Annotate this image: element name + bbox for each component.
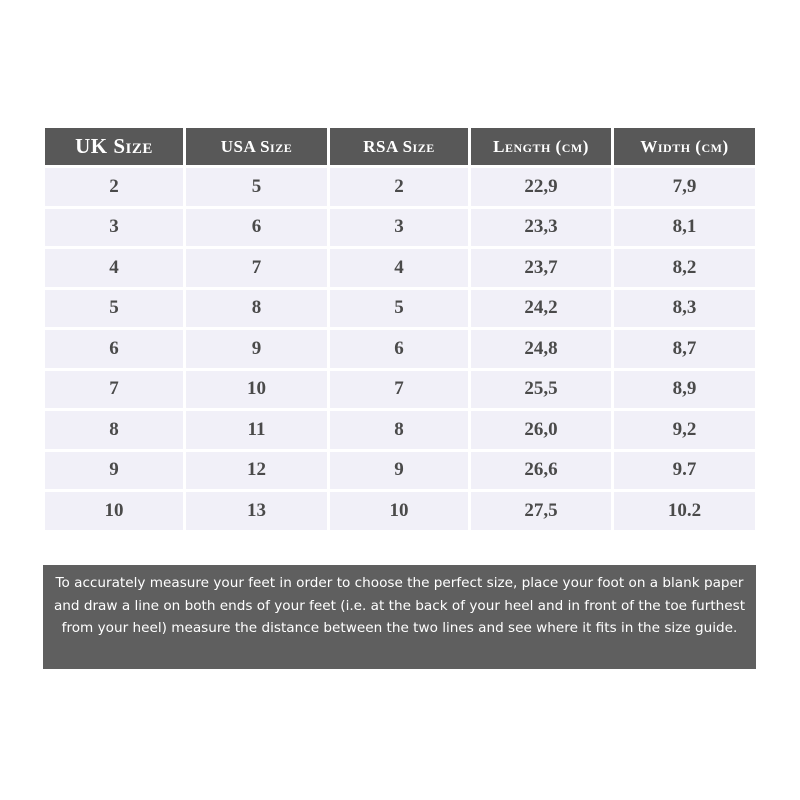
column-header: UK Size xyxy=(45,128,183,165)
table-cell: 2 xyxy=(45,168,183,206)
table-cell: 5 xyxy=(186,168,327,206)
table-cell: 8,9 xyxy=(614,370,755,408)
table-cell: 8,7 xyxy=(614,330,755,368)
table-cell: 7 xyxy=(45,370,183,408)
table-cell: 8,3 xyxy=(614,289,755,327)
table-cell: 9 xyxy=(186,330,327,368)
table-cell: 25,5 xyxy=(471,370,611,408)
table-cell: 10 xyxy=(186,370,327,408)
table-cell: 7 xyxy=(186,249,327,287)
table-cell: 10 xyxy=(330,492,468,530)
table-cell: 6 xyxy=(45,330,183,368)
size-chart-table: UK Size USA Size RSA Size Length (cm) Width … xyxy=(45,128,755,530)
table-cell: 8,1 xyxy=(614,208,755,246)
table-cell: 27,5 xyxy=(471,492,611,530)
table-cell: 9,2 xyxy=(614,411,755,449)
table-cell: 9.7 xyxy=(614,451,755,489)
measuring-instructions: To accurately measure your feet in order… xyxy=(43,565,756,669)
table-cell: 9 xyxy=(45,451,183,489)
table-cell: 3 xyxy=(45,208,183,246)
table-cell: 5 xyxy=(45,289,183,327)
table-cell: 8 xyxy=(330,411,468,449)
table-cell: 13 xyxy=(186,492,327,530)
table-cell: 4 xyxy=(45,249,183,287)
table-cell: 5 xyxy=(330,289,468,327)
column-header: Width (cm) xyxy=(614,128,755,165)
column-header: USA Size xyxy=(186,128,327,165)
table-cell: 9 xyxy=(330,451,468,489)
table-cell: 11 xyxy=(186,411,327,449)
table-cell: 26,6 xyxy=(471,451,611,489)
column-header: Length (cm) xyxy=(471,128,611,165)
table-cell: 24,2 xyxy=(471,289,611,327)
table-cell: 23,3 xyxy=(471,208,611,246)
table-cell: 8 xyxy=(186,289,327,327)
table-cell: 7,9 xyxy=(614,168,755,206)
table-cell: 23,7 xyxy=(471,249,611,287)
table-cell: 8 xyxy=(45,411,183,449)
table-cell: 6 xyxy=(330,330,468,368)
table-cell: 22,9 xyxy=(471,168,611,206)
table-cell: 24,8 xyxy=(471,330,611,368)
table-cell: 7 xyxy=(330,370,468,408)
table-cell: 6 xyxy=(186,208,327,246)
table-cell: 10 xyxy=(45,492,183,530)
table-cell: 10.2 xyxy=(614,492,755,530)
table-cell: 12 xyxy=(186,451,327,489)
table-cell: 26,0 xyxy=(471,411,611,449)
table-cell: 3 xyxy=(330,208,468,246)
column-header: RSA Size xyxy=(330,128,468,165)
table-cell: 2 xyxy=(330,168,468,206)
table-cell: 4 xyxy=(330,249,468,287)
table-cell: 8,2 xyxy=(614,249,755,287)
